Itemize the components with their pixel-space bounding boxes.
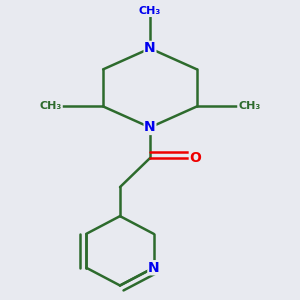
Text: CH₃: CH₃: [238, 101, 260, 112]
Text: N: N: [148, 261, 160, 275]
Text: CH₃: CH₃: [40, 101, 62, 112]
Text: N: N: [144, 41, 156, 56]
Text: CH₃: CH₃: [139, 6, 161, 16]
Text: N: N: [144, 120, 156, 134]
Text: O: O: [189, 151, 201, 165]
